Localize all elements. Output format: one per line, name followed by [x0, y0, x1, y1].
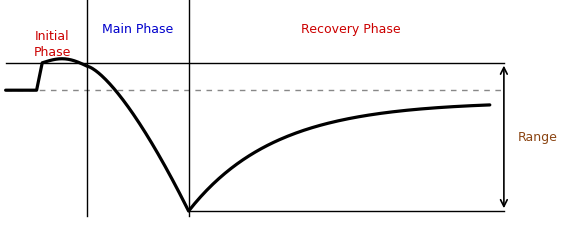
Text: Main Phase: Main Phase	[102, 23, 173, 36]
Text: Recovery Phase: Recovery Phase	[301, 23, 400, 36]
Text: Range: Range	[518, 131, 558, 144]
Text: Initial
Phase: Initial Phase	[33, 30, 71, 58]
